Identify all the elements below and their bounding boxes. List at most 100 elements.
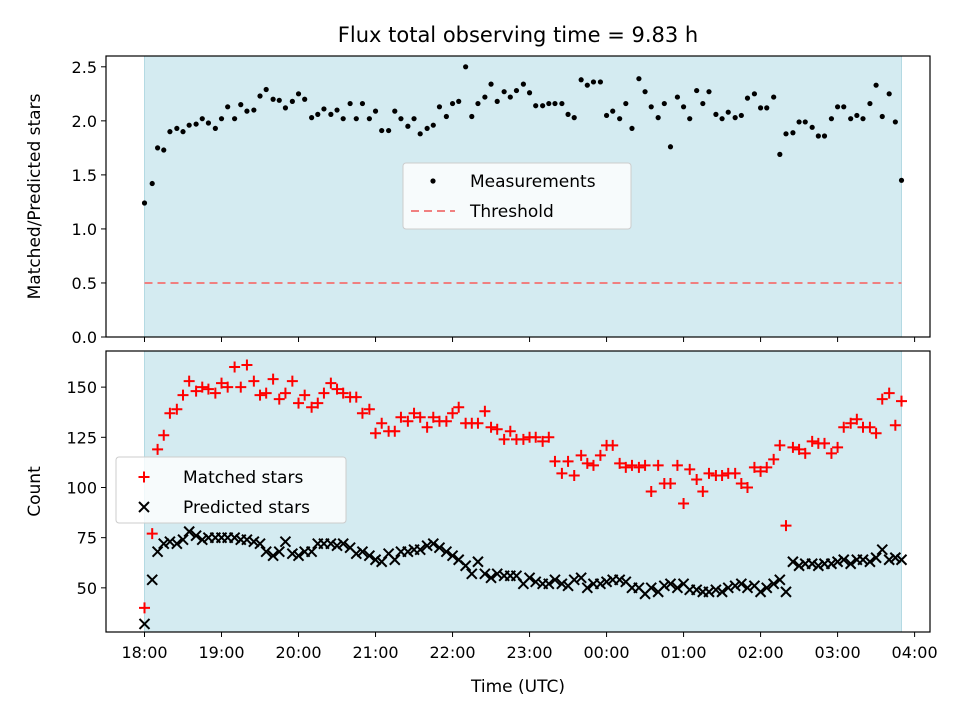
measurement-point — [661, 100, 667, 107]
x-tick-label: 18:00 — [121, 643, 167, 662]
predicted-star-point — [427, 537, 439, 550]
predicted-star-point — [331, 539, 343, 552]
predicted-star-point — [421, 539, 433, 552]
count-legend: Matched stars Predicted stars — [115, 456, 347, 524]
measurement-point — [713, 111, 719, 117]
measurement-point — [417, 131, 423, 137]
matched-star-point — [530, 431, 542, 443]
matched-star-point — [568, 469, 580, 481]
predicted-star-point — [780, 586, 792, 598]
legend-predicted-marker — [138, 501, 150, 513]
measurement-point — [449, 100, 456, 107]
measurement-point — [347, 100, 353, 107]
measurement-point — [848, 116, 854, 122]
matched-star-point — [318, 387, 330, 399]
matched-star-point — [248, 375, 260, 387]
predicted-star-point — [806, 558, 818, 570]
matched-star-point — [453, 401, 465, 413]
measurement-point — [443, 113, 449, 120]
predicted-star-point — [267, 550, 279, 562]
measurement-point — [559, 100, 565, 107]
matched-star-point — [177, 389, 189, 401]
predicted-star-point — [716, 586, 728, 598]
predicted-star-point — [664, 578, 677, 590]
measurement-point — [802, 119, 808, 125]
measurement-point — [828, 116, 835, 122]
matched-star-point — [697, 486, 709, 497]
predicted-star-point — [729, 580, 741, 592]
matched-star-point — [620, 461, 632, 473]
predicted-star-point — [793, 560, 805, 572]
x-tick-label: 23:00 — [506, 643, 552, 662]
measurement-point — [764, 105, 770, 111]
ratio-y-axis-label: Matched/Predicted stars — [25, 93, 45, 299]
measurement-point — [700, 100, 706, 107]
predicted-star-point — [248, 535, 260, 548]
predicted-star-point — [228, 531, 241, 544]
measurement-point — [263, 86, 269, 93]
matched-star-point — [517, 433, 529, 445]
measurement-point — [667, 144, 674, 150]
matched-star-point — [408, 407, 420, 419]
measurement-point — [642, 89, 648, 95]
count-axes-frame — [105, 350, 931, 633]
matched-star-point — [395, 411, 407, 423]
predicted-star-point — [825, 558, 838, 570]
measurement-point — [815, 133, 821, 139]
ratio-legend: Measurements Threshold — [402, 162, 632, 230]
measurement-point — [436, 104, 443, 110]
measurement-point — [469, 113, 475, 120]
predicted-star-point — [690, 584, 703, 596]
measurement-point — [257, 93, 263, 99]
matched-star-point — [851, 413, 863, 425]
measurement-point — [655, 115, 661, 121]
predicted-star-point — [414, 543, 426, 556]
matched-star-point — [260, 387, 272, 399]
measurement-point — [174, 125, 180, 132]
measurement-point — [873, 82, 879, 88]
predicted-star-point — [530, 576, 542, 588]
predicted-star-point — [279, 535, 292, 548]
measurement-point — [366, 116, 372, 122]
predicted-star-point — [472, 556, 484, 568]
legend-threshold-label: Threshold — [469, 202, 554, 222]
measurement-point — [161, 147, 167, 153]
measurement-point — [783, 131, 789, 137]
predicted-star-point — [710, 584, 722, 596]
panel-count: 50 75 100 125 150 18:00 19:00 20:00 21:00 22:00 23… — [25, 350, 938, 662]
matched-star-point — [870, 427, 882, 439]
measurement-point — [719, 116, 725, 122]
predicted-star-point — [273, 546, 285, 558]
measurement-point — [302, 96, 308, 102]
matched-star-point — [748, 461, 760, 473]
measurement-point — [456, 98, 462, 104]
measurement-point — [232, 116, 238, 122]
measurement-point — [584, 82, 590, 88]
count-y-tick-label: 50 — [77, 579, 97, 598]
measurement-point — [295, 91, 302, 97]
matched-star-point — [171, 403, 183, 415]
predicted-star-point — [164, 535, 176, 548]
measurement-point — [809, 124, 815, 130]
matched-star-point — [774, 439, 786, 451]
matched-star-point — [543, 431, 555, 443]
matched-star-point — [883, 387, 895, 399]
predicted-star-point — [402, 546, 414, 558]
matched-star-point — [504, 425, 516, 437]
measurement-point — [238, 102, 244, 108]
count-legend-box — [115, 456, 347, 524]
chart-title: Flux total observing time = 9.83 h — [338, 23, 698, 47]
matched-star-point — [684, 463, 696, 475]
measurement-point — [751, 91, 758, 97]
predicted-star-point — [459, 560, 472, 572]
predicted-star-point — [556, 578, 568, 590]
matched-star-point — [196, 381, 208, 393]
measurement-point — [565, 111, 571, 117]
predicted-star-point — [844, 558, 857, 570]
predicted-star-point — [305, 546, 318, 558]
count-y-axis-label: Count — [25, 466, 45, 517]
measurement-point — [186, 122, 192, 128]
matched-star-point — [780, 520, 792, 532]
measurement-point — [309, 115, 315, 121]
measurement-point — [334, 107, 340, 113]
